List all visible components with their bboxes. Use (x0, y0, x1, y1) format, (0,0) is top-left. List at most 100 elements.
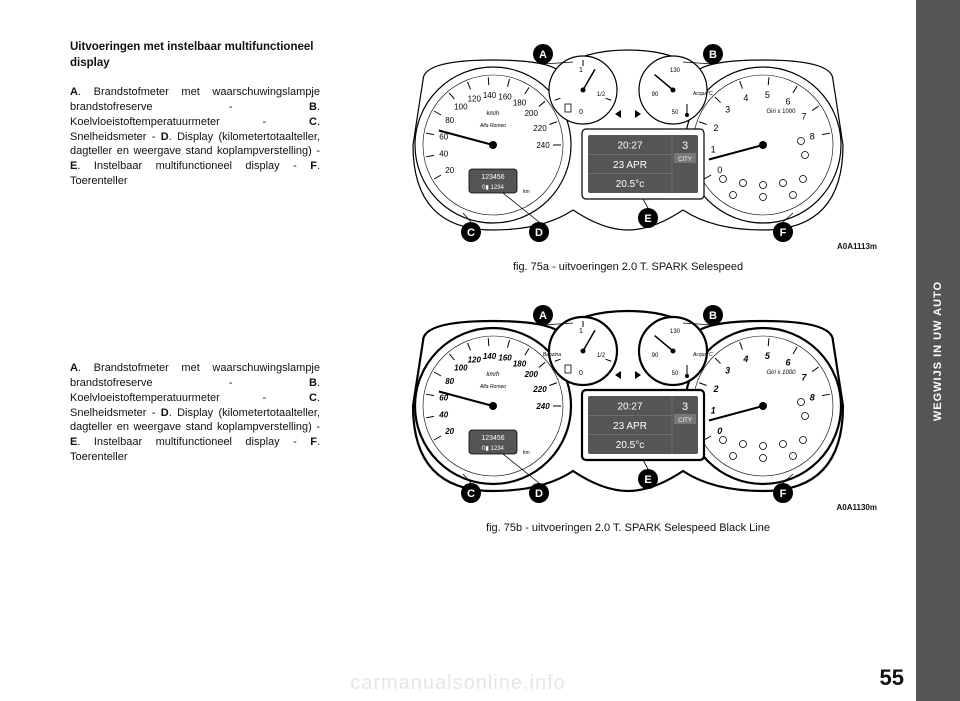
svg-text:100: 100 (454, 364, 468, 373)
svg-text:1: 1 (579, 328, 583, 335)
svg-text:km: km (523, 189, 530, 195)
svg-text:5: 5 (765, 90, 770, 100)
svg-text:23 APR: 23 APR (613, 160, 647, 171)
svg-text:180: 180 (513, 99, 527, 108)
svg-text:F: F (780, 227, 787, 239)
svg-text:20:27: 20:27 (617, 141, 642, 152)
side-tab: WEGWIJS IN UW AUTO (916, 0, 960, 701)
svg-text:0: 0 (579, 109, 583, 116)
page-content: Uitvoeringen met instelbaar multifunctio… (0, 0, 916, 701)
svg-text:1: 1 (711, 144, 716, 154)
svg-text:40: 40 (439, 150, 448, 159)
svg-text:20.5°c: 20.5°c (616, 440, 644, 451)
svg-text:1: 1 (711, 405, 716, 415)
svg-text:1/2: 1/2 (597, 92, 606, 98)
svg-text:7: 7 (801, 111, 806, 121)
svg-text:50: 50 (672, 110, 679, 116)
svg-text:Giri x 1000: Giri x 1000 (766, 370, 796, 376)
figure-2-caption: fig. 75b - uitvoeringen 2.0 T. SPARK Sel… (486, 522, 770, 534)
figure-2-code: A0A1130m (837, 503, 877, 512)
svg-text:220: 220 (532, 385, 547, 394)
svg-text:120: 120 (468, 356, 482, 365)
section-1-body: A. Brandstofmeter met waarschuwingslampj… (70, 85, 320, 189)
watermark: carmanualsonline.info (350, 672, 566, 695)
svg-text:140: 140 (483, 91, 497, 100)
svg-text:km/h: km/h (486, 372, 500, 378)
svg-text:123456: 123456 (481, 435, 504, 442)
svg-text:2: 2 (713, 384, 719, 394)
svg-text:F: F (780, 488, 787, 500)
svg-text:23 APR: 23 APR (613, 421, 647, 432)
instrument-cluster: 20406080100120140160180200220240km/hAlfa… (383, 301, 873, 511)
section-1-heading: Uitvoeringen met instelbaar multifunctio… (70, 40, 320, 71)
svg-text:20.5°c: 20.5°c (616, 179, 644, 190)
svg-text:8: 8 (810, 131, 815, 141)
svg-text:20:27: 20:27 (617, 402, 642, 413)
svg-text:Acqua°C: Acqua°C (692, 352, 713, 358)
svg-text:200: 200 (524, 370, 539, 379)
section-2-text: A. Brandstofmeter met waarschuwingslampj… (70, 301, 320, 465)
svg-text:B: B (709, 310, 717, 322)
svg-text:0▮ 1234: 0▮ 1234 (482, 446, 504, 452)
svg-text:1: 1 (579, 67, 583, 74)
svg-text:140: 140 (483, 352, 497, 361)
svg-text:C: C (467, 488, 475, 500)
svg-text:D: D (535, 227, 543, 239)
svg-text:0: 0 (717, 426, 722, 436)
svg-text:Giri x 1000: Giri x 1000 (766, 109, 796, 115)
svg-text:130: 130 (670, 329, 681, 335)
svg-text:D: D (535, 488, 543, 500)
svg-text:90: 90 (652, 92, 659, 98)
svg-text:240: 240 (536, 141, 550, 150)
figure-1-code: A0A1113m (837, 242, 877, 251)
section-2-body: A. Brandstofmeter met waarschuwingslampj… (70, 361, 320, 465)
svg-text:3: 3 (725, 366, 730, 376)
svg-text:180: 180 (513, 360, 527, 369)
svg-text:A: A (539, 49, 547, 61)
svg-text:CITY: CITY (678, 418, 692, 424)
svg-text:8: 8 (810, 392, 815, 402)
svg-text:6: 6 (785, 97, 790, 107)
svg-text:E: E (644, 213, 651, 225)
side-tab-label: WEGWIJS IN UW AUTO (932, 280, 944, 420)
svg-text:CITY: CITY (678, 157, 692, 163)
svg-text:A: A (539, 310, 547, 322)
svg-text:20: 20 (444, 427, 454, 436)
svg-text:120: 120 (468, 95, 482, 104)
svg-text:B: B (709, 49, 717, 61)
svg-text:C: C (467, 227, 475, 239)
svg-text:4: 4 (743, 93, 748, 103)
svg-text:240: 240 (535, 402, 550, 411)
instrument-cluster: 20406080100120140160180200220240km/hAlfa… (383, 40, 873, 250)
svg-text:1/2: 1/2 (597, 353, 606, 359)
section-1-text: Uitvoeringen met instelbaar multifunctio… (70, 40, 320, 189)
svg-text:3: 3 (682, 140, 688, 152)
svg-text:E: E (644, 474, 651, 486)
svg-text:3: 3 (725, 105, 730, 115)
svg-text:0▮ 1234: 0▮ 1234 (482, 185, 504, 191)
svg-text:123456: 123456 (481, 174, 504, 181)
svg-text:km: km (523, 450, 530, 456)
svg-text:0: 0 (579, 370, 583, 377)
svg-text:km/h: km/h (486, 111, 499, 117)
svg-text:220: 220 (533, 124, 547, 133)
svg-text:3: 3 (682, 401, 688, 413)
svg-text:80: 80 (445, 377, 454, 386)
svg-text:130: 130 (670, 68, 681, 74)
svg-text:Benzina: Benzina (543, 352, 561, 358)
svg-text:Alfa Romeo: Alfa Romeo (479, 123, 506, 129)
svg-text:20: 20 (445, 166, 454, 175)
svg-text:200: 200 (525, 109, 539, 118)
svg-text:0: 0 (717, 165, 722, 175)
svg-text:100: 100 (454, 103, 468, 112)
figure-2: 20406080100120140160180200220240km/hAlfa… (340, 301, 916, 534)
svg-text:Alfa Romeo: Alfa Romeo (479, 384, 506, 390)
svg-text:160: 160 (498, 92, 512, 101)
svg-text:40: 40 (438, 411, 448, 420)
svg-text:80: 80 (445, 116, 454, 125)
page-number: 55 (880, 665, 904, 691)
figure-1-caption: fig. 75a - uitvoeringen 2.0 T. SPARK Sel… (513, 261, 743, 273)
svg-text:2: 2 (714, 123, 719, 133)
svg-text:160: 160 (498, 353, 512, 362)
svg-text:Acqua°C: Acqua°C (693, 91, 713, 97)
